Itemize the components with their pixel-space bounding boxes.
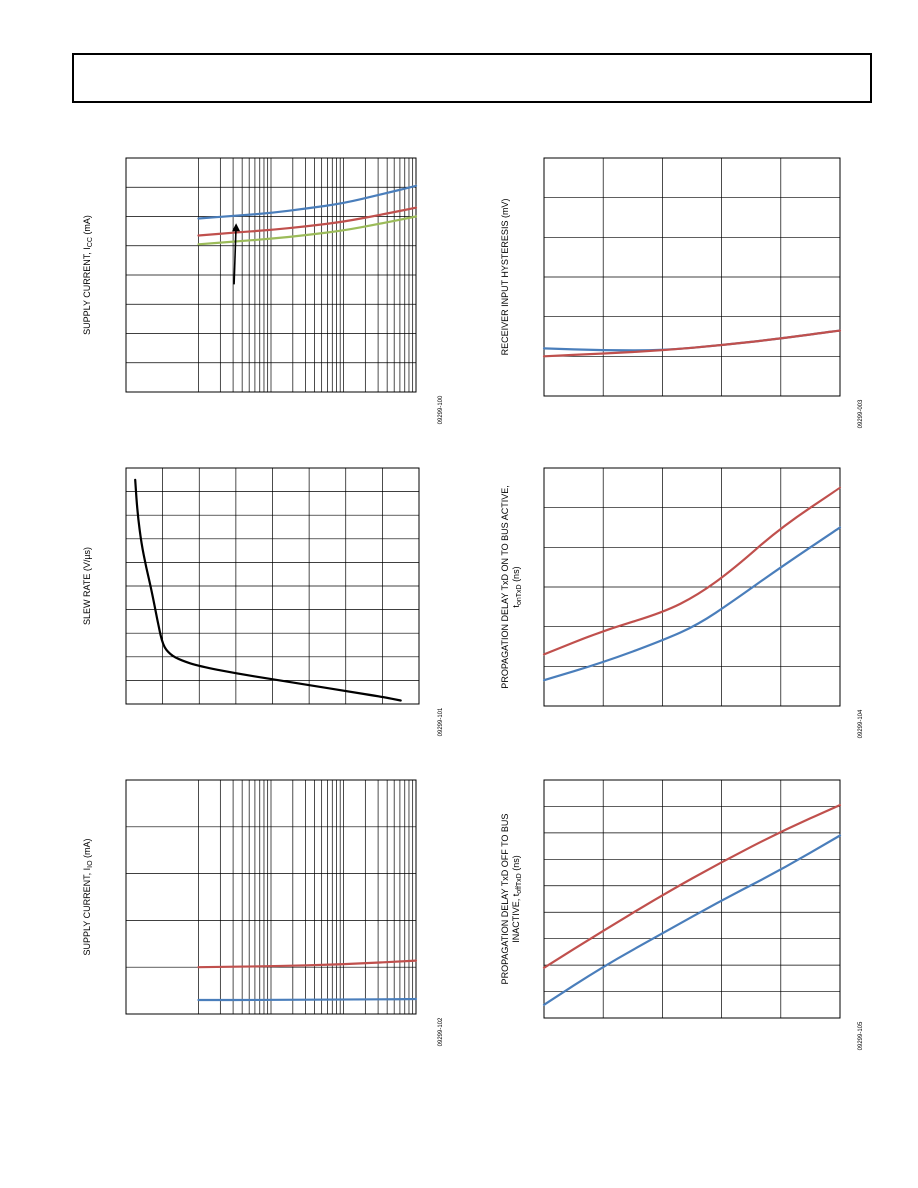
chart-c4: RECEIVER INPUT HYSTERESIS (mV) 09299-003 — [500, 157, 864, 428]
chart-c1: SUPPLY CURRENT, ICC (mA) 09299-100 — [82, 157, 444, 424]
plot-frame — [543, 157, 841, 397]
chart-c5: PROPAGATION DELAY TxD ON TO BUS ACTIVE, t… — [500, 467, 864, 738]
y-axis-label: PROPAGATION DELAY TxD OFF TO BUS — [500, 814, 510, 985]
series-line-blue — [542, 834, 842, 1006]
y-axis-label: SUPPLY CURRENT, ICC (mA) — [82, 215, 94, 335]
plot-frame — [543, 779, 841, 1019]
series-line-black — [134, 478, 402, 702]
figure-code: 09299-102 — [438, 1017, 444, 1046]
plot-frame — [543, 467, 841, 707]
series-line-red — [197, 206, 418, 237]
chart-c6: PROPAGATION DELAY TxD OFF TO BUS INACTIVE… — [500, 779, 864, 1050]
series-line-blue — [542, 526, 842, 682]
series-line-red — [542, 329, 842, 358]
series-line-red — [197, 959, 418, 969]
y-axis-label-line2: INACTIVE, toffTxD (ns) — [511, 855, 523, 943]
annotation-arrow-head — [232, 223, 241, 232]
plot-frame — [125, 157, 417, 393]
series-line-red — [542, 803, 842, 969]
chart-c3: SUPPLY CURRENT, IIO (mA) 09299-102 — [82, 779, 444, 1046]
y-axis-label-line2: tonTxD (ns) — [511, 566, 523, 607]
y-axis-label: PROPAGATION DELAY TxD ON TO BUS ACTIVE, — [500, 485, 510, 688]
figure-code: 09299-101 — [438, 707, 444, 736]
annotation-arrow-shaft — [233, 225, 237, 285]
plot-frame — [125, 779, 417, 1015]
series-line-green — [197, 215, 418, 246]
y-axis-label: SUPPLY CURRENT, IIO (mA) — [82, 838, 94, 955]
y-axis-label: SLEW RATE (V/µs) — [82, 547, 92, 625]
y-axis-label: RECEIVER INPUT HYSTERESIS (mV) — [500, 199, 510, 356]
figure-code: 09299-105 — [858, 1021, 864, 1050]
series-line-red — [542, 486, 842, 656]
chart-c2: SLEW RATE (V/µs) 09299-101 — [82, 467, 444, 736]
series-line-blue — [197, 184, 418, 220]
figure-code: 09299-003 — [858, 399, 864, 428]
figure-code: 09299-104 — [858, 709, 864, 738]
plot-frame — [125, 467, 420, 705]
series-line-blue — [197, 997, 418, 1002]
page-header-box — [72, 53, 872, 103]
figure-code: 09299-100 — [438, 395, 444, 424]
